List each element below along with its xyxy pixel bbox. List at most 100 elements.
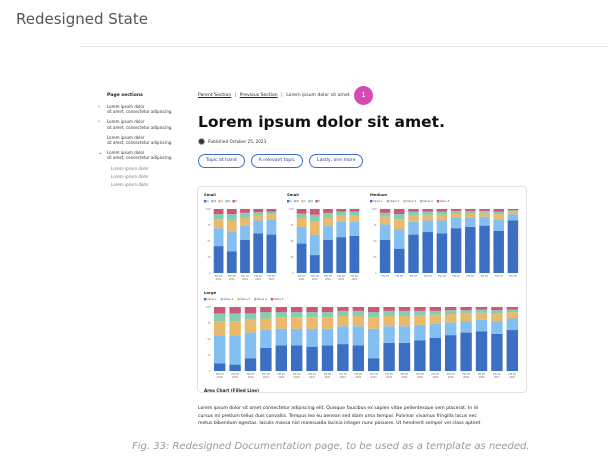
toc-subitem[interactable]: Lorem ipsum dolor <box>111 165 149 171</box>
x-tick-label: 2021 <box>325 376 331 379</box>
topic-chip[interactable]: Topic at hand <box>198 154 245 168</box>
x-tick-label: 2022 <box>340 376 346 379</box>
bar-segment <box>321 317 334 329</box>
x-tick-label: FW 1H <box>432 373 440 376</box>
bar-segment <box>479 216 490 226</box>
bar-segment <box>422 209 433 212</box>
x-tick-label: FW 2H <box>509 275 517 278</box>
bar-segment <box>260 318 272 331</box>
bar-segment <box>253 220 264 234</box>
bar-segment <box>475 319 488 332</box>
x-tick-label: FW 1H <box>241 275 249 278</box>
bar-segment <box>445 322 457 336</box>
bar-segment <box>450 213 462 218</box>
legend-swatch <box>370 200 373 203</box>
bar-segment <box>394 209 405 215</box>
topic-chip[interactable]: Lastly, one more <box>309 154 364 168</box>
legend-swatch <box>237 298 240 301</box>
toc-subitem[interactable]: Lorem ipsum dolor <box>111 181 149 187</box>
toc-item-label: sit amet, consectetur adipiscing. <box>107 140 173 146</box>
page-title: Lorem ipsum dolor sit amet. <box>198 113 445 131</box>
legend-label: Value 2 <box>224 297 234 301</box>
body-paragraph: Lorem ipsum dolor sit amet consectetur a… <box>198 405 528 428</box>
y-tick-label: 0 <box>375 272 377 275</box>
bar-segment <box>226 214 237 221</box>
x-tick-label: FW 1H <box>268 275 276 278</box>
x-tick-label: FW 1H <box>215 275 223 278</box>
bar-segment <box>213 228 224 247</box>
legend-label: C <box>304 199 306 203</box>
breadcrumb-parent-link[interactable]: Parent Section <box>198 93 232 98</box>
x-tick-label: FW 1H <box>438 275 446 278</box>
bar-segment <box>507 210 519 212</box>
bar-segment <box>491 313 503 322</box>
bar-segment <box>306 317 318 329</box>
x-tick-label: FW 2H <box>416 373 424 376</box>
toc-item-2[interactable]: › Lorem ipsum dolor sit amet, consectetu… <box>98 119 187 129</box>
legend-label: Value 4 <box>423 199 433 203</box>
bar-segment <box>383 307 395 311</box>
bar-segment <box>460 321 472 333</box>
bar-segment <box>475 309 488 313</box>
x-tick-label: 2023 <box>351 278 357 281</box>
bar-segment <box>253 212 264 216</box>
bar-segment <box>244 313 257 320</box>
toc-item-3[interactable]: Lorem ipsum dolor sit amet, consectetur … <box>103 135 187 145</box>
y-tick-label: 50 <box>207 338 211 341</box>
x-tick-label: FW 1H <box>410 275 418 278</box>
bar-segment <box>336 211 347 216</box>
x-tick-label: 2022 <box>355 376 361 379</box>
legend-swatch <box>254 298 257 301</box>
x-tick-label: FW 1H <box>339 373 347 376</box>
x-tick-label: FW 2H <box>262 373 270 376</box>
bar-segment <box>213 214 224 220</box>
person-avatar-icon <box>198 138 205 145</box>
bar-segment <box>244 319 257 333</box>
bar-segment <box>460 307 472 311</box>
bar-segment <box>479 209 490 211</box>
page-sections-nav: Page sections › Lorem ipsum dolor sit am… <box>98 93 187 190</box>
bar-segment <box>323 225 333 240</box>
x-tick-label: 2023 <box>371 376 377 379</box>
topic-chip[interactable]: A relevant topic <box>250 154 304 168</box>
bar-segment <box>383 326 395 343</box>
toc-subitem[interactable]: Lorem ipsum dolor <box>111 173 149 179</box>
bar-segment <box>352 345 364 371</box>
toc-item-4[interactable]: ⌄ Lorem ipsum dolor sit amet, consectetu… <box>98 150 187 161</box>
bar-segment <box>226 209 237 215</box>
bar-segment <box>291 312 303 318</box>
legend-label: Value 1 <box>373 199 383 203</box>
breadcrumb-current: Lorem ipsum dolor sit amet. <box>286 93 351 98</box>
bar-segment <box>253 209 264 213</box>
x-tick-label: 2021 <box>309 376 315 379</box>
legend-swatch <box>211 200 214 203</box>
next-section-title: Area Chart (Filled Line) <box>204 388 259 393</box>
legend-swatch <box>225 200 228 203</box>
x-tick-label: 2021 <box>299 278 305 281</box>
y-tick-label: 100 <box>206 208 211 211</box>
legend-label: A <box>207 199 209 203</box>
bar-segment <box>479 212 490 217</box>
bar-segment <box>349 215 360 222</box>
legend-label: E <box>318 199 320 203</box>
breadcrumb-previous-link[interactable]: Previous Section <box>239 93 278 98</box>
published-date: Published October 25, 2023 <box>208 139 267 144</box>
y-tick-label: 100 <box>372 208 377 211</box>
y-tick-label: 75 <box>207 224 211 227</box>
x-tick-label: 2018 <box>232 376 238 379</box>
bar-segment <box>296 217 307 227</box>
bar-segment <box>240 209 250 213</box>
y-tick-label: 25 <box>373 256 377 259</box>
bar-segment <box>493 219 504 231</box>
toc-item-label: sit amet, consectetur adipiscing. <box>107 155 173 161</box>
bar-segment <box>296 243 307 273</box>
bar-segment <box>465 209 476 211</box>
x-tick-label: FW 2H <box>424 275 432 278</box>
x-tick-label: FW 1H <box>467 275 475 278</box>
toc-heading: Page sections <box>107 93 143 98</box>
bar-segment <box>309 209 320 215</box>
toc-item-1[interactable]: › Lorem ipsum dolor sit amet, consectetu… <box>98 104 187 114</box>
bar-segment <box>229 307 241 314</box>
bar-segment <box>352 315 364 327</box>
bar-segment <box>491 307 503 311</box>
